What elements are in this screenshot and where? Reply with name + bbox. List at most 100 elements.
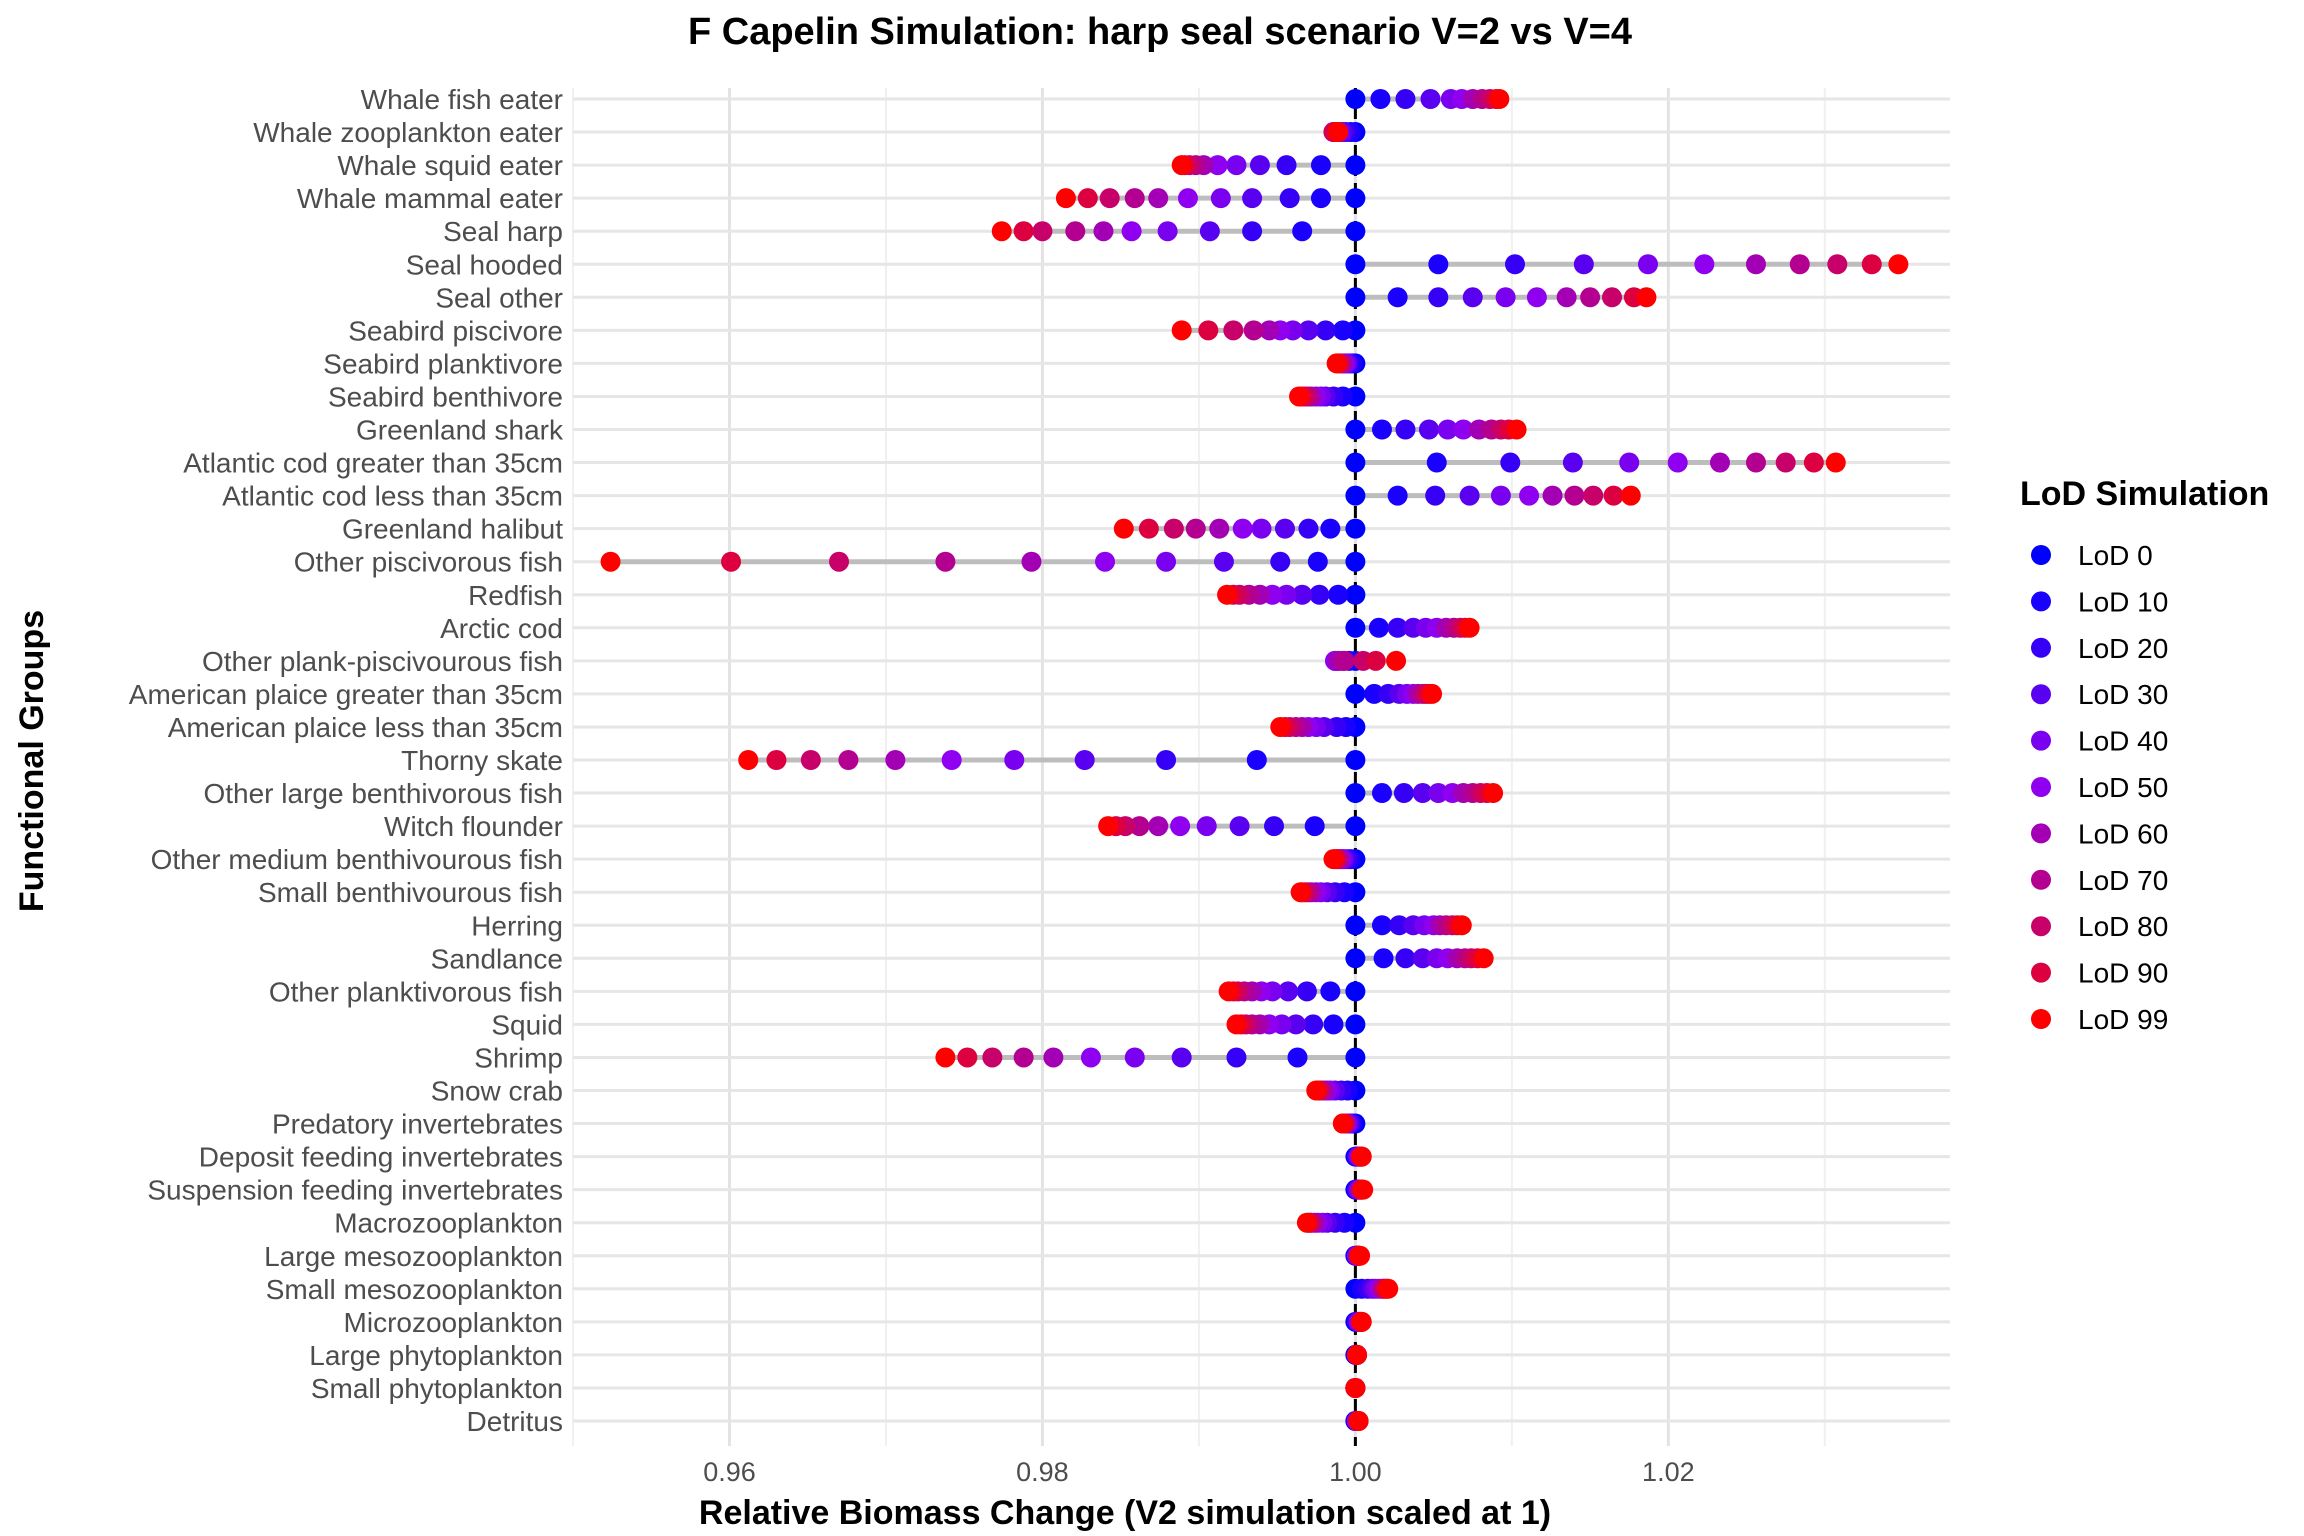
data-point xyxy=(1246,750,1267,770)
data-point xyxy=(1562,452,1583,473)
data-point xyxy=(1292,221,1313,242)
data-point xyxy=(1636,287,1657,308)
y-tick-label: Whale zooplankton eater xyxy=(253,117,563,148)
data-point xyxy=(1395,419,1416,440)
data-point xyxy=(1098,816,1119,837)
data-point xyxy=(1345,750,1366,770)
y-tick-label: Other large benthivorous fish xyxy=(203,778,563,809)
y-tick-label: Thorny skate xyxy=(401,745,563,776)
data-point xyxy=(1387,485,1408,506)
data-point xyxy=(1459,485,1480,506)
data-point xyxy=(1365,650,1386,671)
data-point xyxy=(1745,452,1766,473)
legend-label: LoD 10 xyxy=(2078,586,2168,617)
y-tick-label: Small benthivourous fish xyxy=(258,877,563,908)
legend-label: LoD 70 xyxy=(2078,865,2168,896)
data-point xyxy=(1345,419,1366,440)
data-point xyxy=(1504,254,1525,275)
legend: LoD Simulation LoD 0 LoD 10 LoD 20 LoD 30 Lo… xyxy=(2020,475,2269,1035)
x-tick-label: 1.02 xyxy=(1642,1457,1695,1487)
y-tick-label: Greenland halibut xyxy=(342,514,563,545)
data-point xyxy=(1171,1047,1192,1068)
data-point xyxy=(1371,419,1392,440)
data-point xyxy=(800,750,821,770)
data-point xyxy=(1124,188,1145,209)
data-point xyxy=(1328,122,1349,143)
data-point xyxy=(1345,188,1366,209)
data-point xyxy=(1278,981,1299,1002)
y-tick-label: Whale mammal eater xyxy=(297,183,563,214)
data-point xyxy=(1157,221,1178,242)
x-tick-label: 0.98 xyxy=(1016,1457,1069,1487)
data-point xyxy=(829,551,850,572)
data-point xyxy=(1232,518,1253,539)
data-point xyxy=(1243,320,1264,341)
data-point xyxy=(1775,452,1796,473)
data-point xyxy=(1320,981,1341,1002)
data-point xyxy=(1290,882,1311,903)
y-axis-title: Functional Groups xyxy=(13,610,51,912)
data-point xyxy=(1196,816,1217,837)
data-point xyxy=(1564,485,1585,506)
data-point xyxy=(957,1047,978,1068)
data-point xyxy=(1310,155,1331,176)
data-point xyxy=(1296,1212,1317,1233)
data-point xyxy=(935,551,956,572)
y-tick-label: Large phytoplankton xyxy=(309,1340,563,1371)
data-point xyxy=(1473,948,1494,969)
data-point xyxy=(1345,254,1366,275)
data-point xyxy=(1171,155,1192,176)
data-point xyxy=(1789,254,1810,275)
y-tick-label: Seabird planktivore xyxy=(323,348,563,379)
data-point xyxy=(1373,948,1394,969)
data-point xyxy=(1226,155,1247,176)
legend-marker xyxy=(2031,777,2051,797)
data-point xyxy=(1345,287,1366,308)
data-point xyxy=(1345,948,1366,969)
data-point xyxy=(1451,915,1472,936)
data-point xyxy=(1426,452,1447,473)
data-point xyxy=(1217,584,1238,605)
data-point xyxy=(1462,287,1483,308)
data-point xyxy=(766,750,787,770)
data-point xyxy=(1364,683,1385,704)
data-point xyxy=(1827,254,1848,275)
data-point xyxy=(1345,452,1366,473)
data-point xyxy=(1323,1014,1344,1035)
data-point xyxy=(1490,485,1511,506)
data-point xyxy=(1428,287,1449,308)
y-tick-label: Atlantic cod greater than 35cm xyxy=(183,448,563,479)
data-point xyxy=(738,750,759,770)
y-tick-label: Herring xyxy=(471,910,563,941)
data-point xyxy=(1229,816,1250,837)
data-point xyxy=(1667,452,1688,473)
y-tick-label: Seal other xyxy=(435,282,563,313)
data-point xyxy=(1351,1311,1372,1332)
grid xyxy=(572,88,1950,1446)
data-point xyxy=(1386,650,1407,671)
data-point xyxy=(935,1047,956,1068)
data-point xyxy=(1148,816,1169,837)
data-point xyxy=(1709,452,1730,473)
data-point xyxy=(1453,419,1474,440)
data-point xyxy=(1395,948,1416,969)
data-point xyxy=(1345,915,1366,936)
data-point xyxy=(1378,1278,1399,1299)
data-point xyxy=(1345,221,1366,242)
data-point xyxy=(1345,89,1366,109)
y-tick-label: Other planktivorous fish xyxy=(269,976,563,1007)
legend-marker xyxy=(2031,545,2051,565)
data-point xyxy=(1345,551,1366,572)
data-point xyxy=(1013,221,1034,242)
data-point xyxy=(1199,221,1220,242)
data-point xyxy=(1276,155,1297,176)
data-point xyxy=(1296,981,1317,1002)
data-point xyxy=(1519,485,1540,506)
data-point xyxy=(1345,584,1366,605)
data-point xyxy=(1422,683,1443,704)
data-points xyxy=(600,89,1909,1431)
data-point xyxy=(1489,89,1510,109)
data-point xyxy=(1323,849,1344,870)
y-tick-label: American plaice greater than 35cm xyxy=(129,679,563,710)
